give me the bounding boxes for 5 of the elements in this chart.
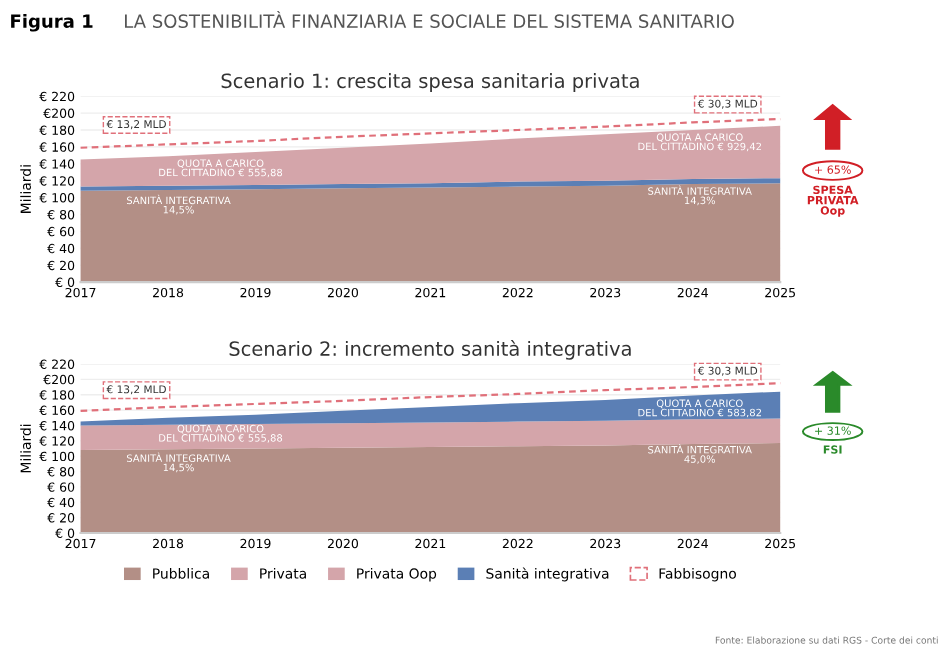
text: Figura 1 xyxy=(11,13,93,32)
line-series xyxy=(79,117,782,149)
chart-title: Scenario 2: incremento sanità integrativa xyxy=(229,340,631,360)
chart-title: Scenario 1: crescita spesa sanitaria privata xyxy=(221,73,639,92)
text: LA SOSTENIBILITÀ FINANZIARIA E SOCIALE DEL SISTEMA SANITARIO xyxy=(125,11,734,28)
